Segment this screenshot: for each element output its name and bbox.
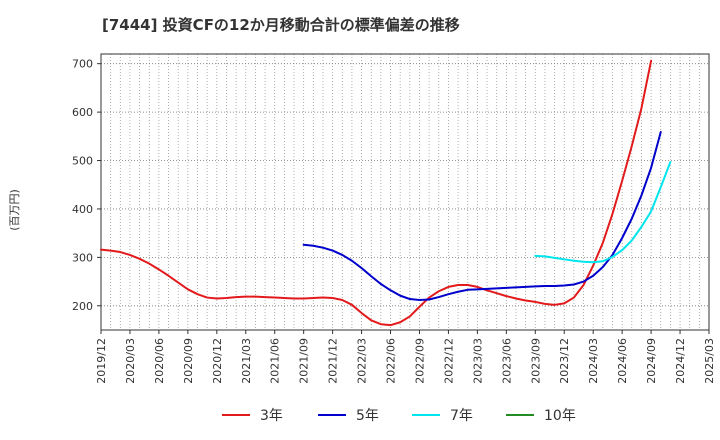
x-tick-label: 2019/12	[95, 338, 108, 384]
legend-item-10y: 10年	[506, 402, 576, 428]
legend-swatch-10y	[506, 414, 534, 416]
x-tick-label: 2023/06	[500, 338, 513, 384]
x-tick-label: 2022/09	[413, 338, 426, 384]
y-tick-label: 400	[72, 203, 93, 216]
legend-label-5y: 5年	[356, 408, 379, 424]
legend-item-3y: 3年	[222, 402, 283, 428]
plot-area	[101, 54, 709, 330]
y-tick-label: 700	[72, 58, 93, 71]
x-tick-label: 2025/03	[703, 338, 716, 384]
x-tick-label: 2023/12	[558, 338, 571, 384]
x-tick-label: 2020/03	[124, 338, 137, 384]
x-tick-label: 2022/12	[442, 338, 455, 384]
legend-swatch-3y	[222, 414, 250, 416]
y-tick-label: 500	[72, 155, 93, 168]
x-tick-label: 2020/12	[211, 338, 224, 384]
legend-label-10y: 10年	[544, 408, 576, 424]
legend-item-7y: 7年	[412, 402, 473, 428]
legend-label-3y: 3年	[260, 408, 283, 424]
x-tick-label: 2020/09	[182, 338, 195, 384]
x-tick-label: 2021/03	[240, 338, 253, 384]
x-tick-label: 2024/12	[674, 338, 687, 384]
y-tick-label: 300	[72, 251, 93, 264]
x-tick-label: 2024/06	[616, 338, 629, 384]
series-line-3	[534, 160, 672, 264]
legend-label-7y: 7年	[450, 408, 473, 424]
plot-frame	[100, 53, 710, 331]
chart-title: [7444] 投資CFの12か月移動合計の標準偏差の推移	[102, 16, 460, 34]
x-tick-label: 2022/03	[356, 338, 369, 384]
x-tick-label: 2023/09	[529, 338, 542, 384]
legend-swatch-5y	[318, 414, 346, 416]
legend-item-5y: 5年	[318, 402, 379, 428]
x-tick-label: 2021/09	[298, 338, 311, 384]
series-line-2	[302, 130, 662, 301]
chart-legend: 3年 5年 7年 10年	[0, 402, 720, 428]
x-tick-label: 2024/03	[587, 338, 600, 384]
y-tick-label: 600	[72, 106, 93, 119]
x-tick-label: 2023/03	[471, 338, 484, 384]
legend-swatch-7y	[412, 414, 440, 416]
y-tick-label: 200	[72, 300, 93, 313]
x-tick-label: 2021/12	[327, 338, 340, 384]
x-tick-label: 2022/06	[385, 338, 398, 384]
x-tick-label: 2020/06	[153, 338, 166, 384]
x-tick-label: 2024/09	[645, 338, 658, 384]
x-tick-label: 2021/06	[269, 338, 282, 384]
series-line-1	[100, 59, 653, 327]
